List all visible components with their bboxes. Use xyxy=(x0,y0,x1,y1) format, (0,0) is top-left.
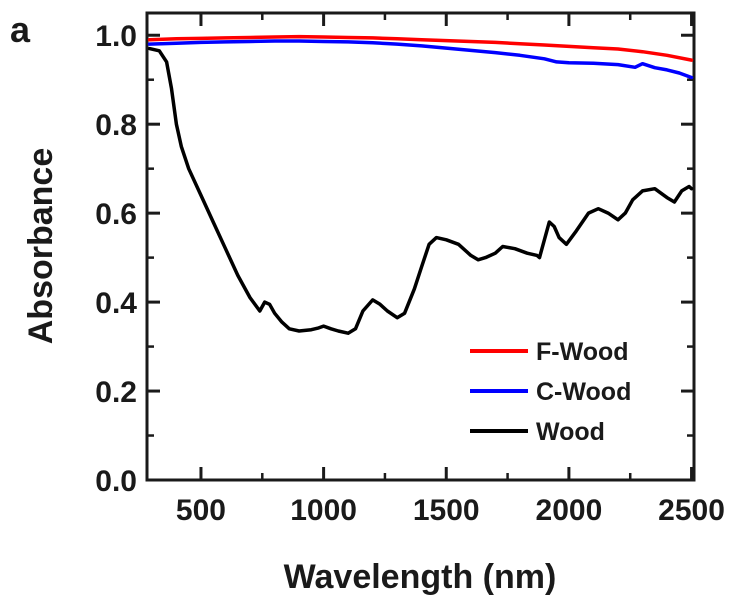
axis-ticks xyxy=(147,13,694,482)
x-tick-label: 2500 xyxy=(658,494,725,527)
y-tick-label: 0.8 xyxy=(95,109,137,142)
panel-label: a xyxy=(10,9,31,50)
tick-labels: 500 1000 1500 2000 2500 0.0 0.2 0.4 0.6 0.8 1.0 xyxy=(95,20,725,527)
legend-label-c-wood: C-Wood xyxy=(536,378,631,406)
x-tick-label: 1500 xyxy=(413,494,480,527)
y-tick-label: 1.0 xyxy=(95,20,137,53)
legend-label-f-wood: F-Wood xyxy=(536,338,629,366)
y-tick-label: 0.2 xyxy=(95,376,137,409)
x-axis-title: Wavelength (nm) xyxy=(284,558,557,596)
y-tick-label: 0.4 xyxy=(95,287,137,320)
legend-label-wood: Wood xyxy=(536,418,605,446)
y-tick-label: 0.0 xyxy=(95,465,137,498)
series-line-f-wood xyxy=(147,34,694,62)
series-line-c-wood xyxy=(147,39,694,80)
plot-frame xyxy=(145,11,696,482)
y-tick-label: 0.6 xyxy=(95,198,137,231)
series-lines xyxy=(147,34,694,335)
x-tick-label: 2000 xyxy=(536,494,603,527)
x-tick-label: 500 xyxy=(176,494,226,527)
x-tick-label: 1000 xyxy=(290,494,357,527)
y-axis-title: Absorbance xyxy=(22,148,60,345)
series-line-wood xyxy=(147,46,694,335)
legend: F-Wood C-Wood Wood xyxy=(470,338,631,446)
